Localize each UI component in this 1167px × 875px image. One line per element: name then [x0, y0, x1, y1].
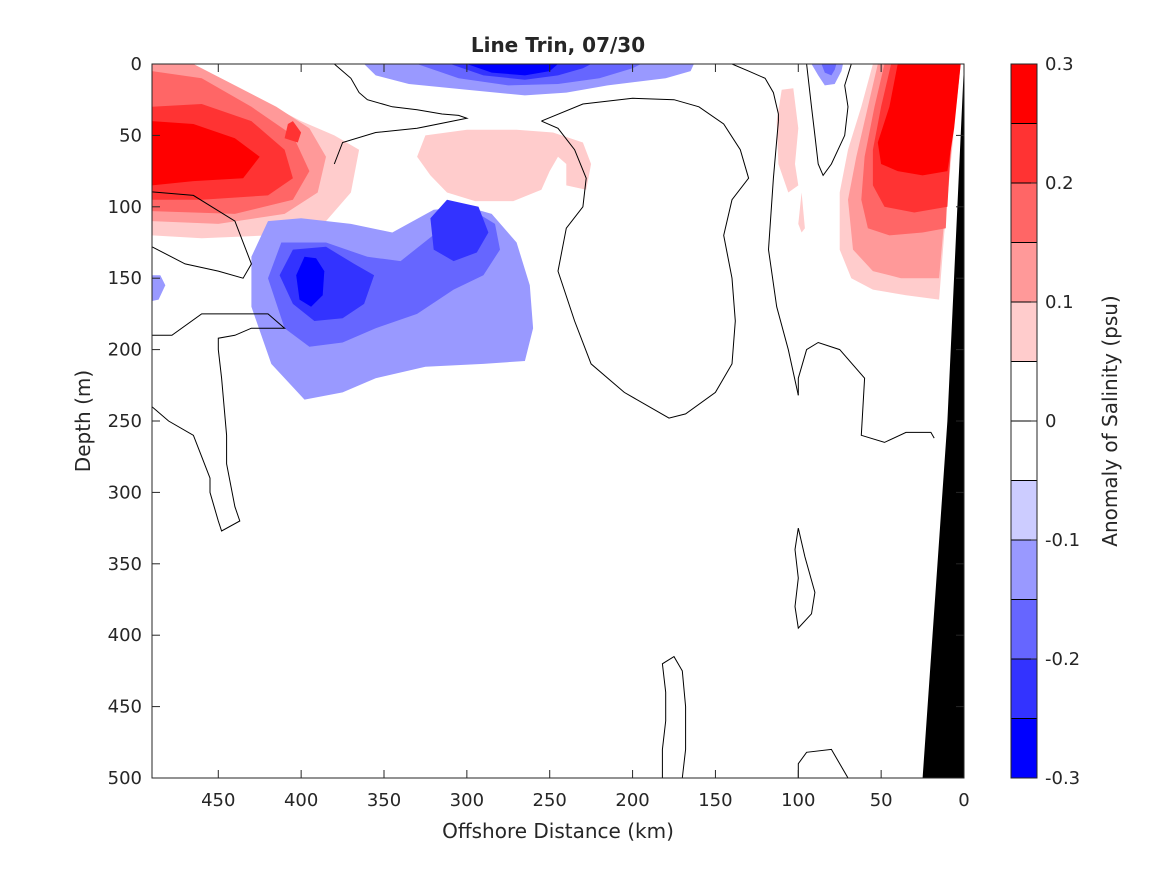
contour-deep-lower	[661, 655, 687, 778]
surface-negative-level-m0p25	[466, 64, 558, 76]
y-axis: 0 50 100 150 200 250 300 350 400 450 500	[108, 54, 964, 789]
x-tick-label: 50	[870, 790, 893, 811]
colorbar-tick-label: 0.1	[1045, 292, 1074, 313]
x-tick-label: 200	[615, 790, 649, 811]
x-tick-label: 0	[958, 790, 969, 811]
colorbar-swatch	[1011, 183, 1037, 243]
colorbar-tick-label: -0.1	[1045, 530, 1080, 551]
y-tick-label: 0	[131, 54, 142, 75]
colorbar-swatch	[1011, 361, 1037, 421]
colorbar-swatch	[1011, 659, 1037, 719]
x-axis-label: Offshore Distance (km)	[442, 819, 674, 843]
colorbar-swatch	[1011, 718, 1037, 778]
offshore-positive-core-level-0p25	[152, 121, 260, 186]
offshore-positive-small-level-0p2	[284, 121, 302, 143]
y-tick-label: 100	[108, 197, 142, 218]
colorbar-swatch	[1011, 302, 1037, 362]
subsurface-negative-level-m0p2	[430, 199, 489, 262]
x-tick-label: 100	[781, 790, 815, 811]
colorbar-swatch	[1011, 599, 1037, 659]
colorbar-tick-label: 0.2	[1045, 173, 1074, 194]
colorbar-tick-label: 0.3	[1045, 54, 1074, 75]
subsurface-negative-level-m0p25	[296, 256, 325, 307]
colorbar: 0.3 0.2 0.1 0 -0.1 -0.2 -0.3	[1010, 54, 1080, 789]
contour-nearshore-vertical-2	[797, 341, 935, 443]
x-tick-label: 300	[450, 790, 484, 811]
contour-nearshore-vertical	[767, 121, 799, 396]
colorbar-swatch	[1011, 540, 1037, 600]
contour-near-surface-left	[333, 64, 469, 165]
nearshore-negative-small-level-m0p1	[811, 64, 843, 86]
nearshore-negative-small-level-m0p15	[821, 64, 837, 76]
y-tick-label: 450	[108, 697, 142, 718]
y-tick-label: 400	[108, 625, 142, 646]
colorbar-tick-label: -0.2	[1045, 649, 1080, 670]
x-axis: 450 400 350 300 250 200 150 100 50 0	[201, 64, 970, 811]
contour-deep-column	[794, 527, 816, 630]
x-tick-label: 400	[284, 790, 318, 811]
nearshore-positive-strip-level-0p05	[776, 88, 799, 193]
nearshore-positive-strip-level-0p05	[798, 192, 805, 233]
contour-upper-nearshore	[731, 64, 779, 122]
y-tick-label: 150	[108, 268, 142, 289]
colorbar-tick-label: -0.3	[1045, 768, 1080, 789]
x-tick-label: 150	[698, 790, 732, 811]
chart-title: Line Trin, 07/30	[471, 33, 645, 57]
contour-nearshore-top	[806, 64, 852, 177]
x-tick-label: 350	[367, 790, 401, 811]
y-tick-label: 50	[119, 125, 142, 146]
y-tick-label: 250	[108, 411, 142, 432]
colorbar-swatch	[1011, 242, 1037, 302]
zero-contours	[152, 64, 935, 778]
mid-positive-level-0p05	[417, 129, 592, 202]
contour-offshore-upper	[152, 191, 252, 279]
left-edge-negative-level-m0p1	[152, 275, 166, 301]
seafloor-wedge	[922, 64, 964, 778]
filled-contours	[152, 64, 961, 400]
y-tick-label: 350	[108, 554, 142, 575]
y-tick-label: 200	[108, 340, 142, 361]
colorbar-swatch	[1011, 480, 1037, 540]
contour-left-lower	[152, 313, 286, 532]
contour-mid-loop	[541, 97, 750, 419]
bathymetry-layer	[922, 64, 964, 778]
x-tick-label: 450	[201, 790, 235, 811]
colorbar-swatch	[1011, 64, 1037, 124]
contour-deep-right	[797, 748, 849, 778]
y-axis-label: Depth (m)	[71, 370, 95, 472]
y-tick-label: 300	[108, 482, 142, 503]
colorbar-swatch	[1011, 421, 1037, 481]
nearshore-positive-core-level-0p25	[877, 64, 961, 176]
x-tick-label: 250	[533, 790, 567, 811]
colorbar-label: Anomaly of Salinity (psu)	[1098, 295, 1122, 546]
colorbar-swatch	[1011, 123, 1037, 183]
y-tick-label: 500	[108, 768, 142, 789]
colorbar-tick-label: 0	[1045, 411, 1056, 432]
